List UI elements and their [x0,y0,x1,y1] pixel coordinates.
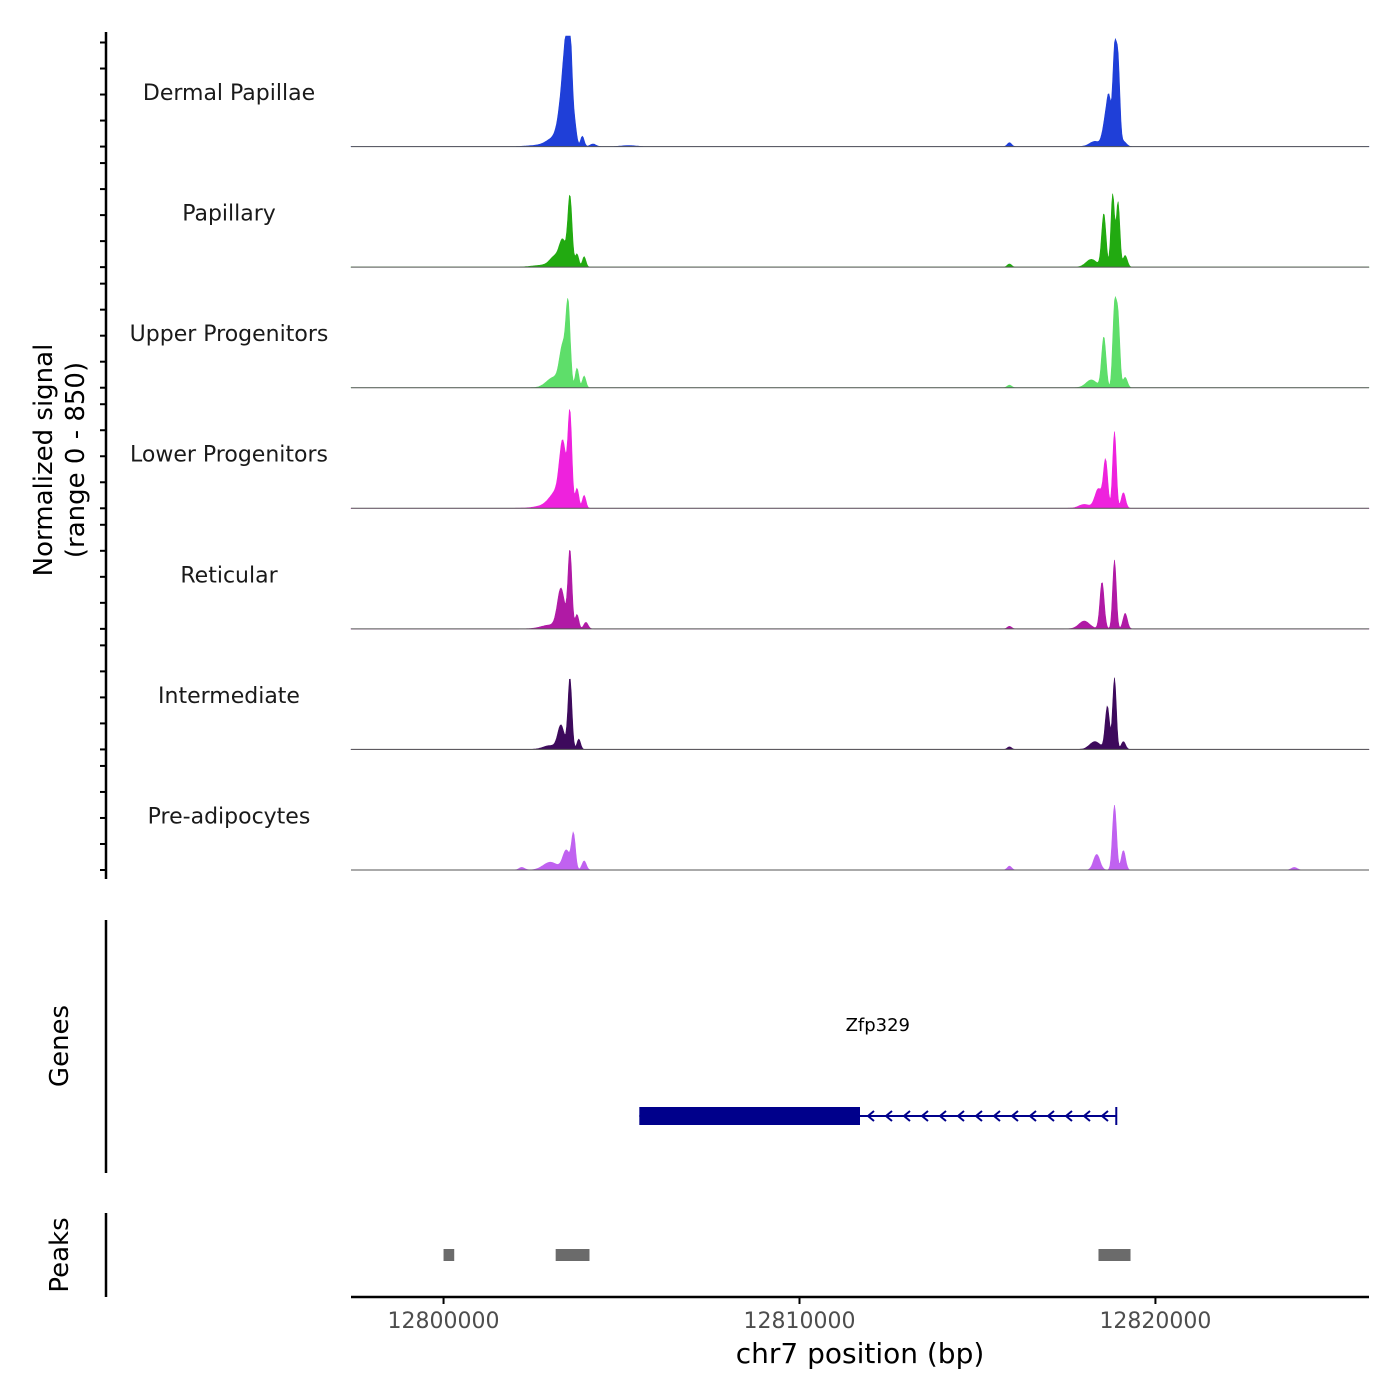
coverage-area-intermediate [350,677,1370,750]
coverage-area-lower-progenitors [350,409,1370,509]
x-tick-label: 12800000 [388,1309,500,1334]
peaks-layer [443,1249,1131,1261]
strand-arrow-icon [938,1110,947,1122]
strand-arrow-icon [956,1110,965,1122]
genes-track-label: Genes [45,1005,75,1087]
gene-exon-block [639,1107,860,1125]
coverage-track-label: Pre-adipocytes [148,804,311,829]
peak-region [443,1249,455,1261]
strand-arrow-icon [902,1110,911,1122]
coverage-track-label: Papillary [182,202,276,227]
coverage-track-intermediate: Intermediate [158,677,1370,750]
x-tick-label: 12810000 [743,1309,855,1334]
coverage-track-label: Upper Progenitors [130,322,329,347]
gene-zfp329: Zfp329 [639,1015,1118,1125]
coverage-track-label: Lower Progenitors [130,443,328,468]
gene-name-label: Zfp329 [846,1015,910,1036]
coverage-y-axis [100,32,108,879]
coverage-track-reticular: Reticular [180,549,1370,630]
coverage-track-dermal-papillae: Dermal Papillae [143,35,1370,148]
strand-arrow-icon [920,1110,929,1122]
strand-arrow-icon [1082,1110,1091,1122]
coverage-track-upper-progenitors: Upper Progenitors [130,295,1370,389]
coverage-track-label: Intermediate [158,684,300,709]
coverage-tracks: Dermal Papillae Papillary Upper Progenitor… [130,35,1370,871]
genes-layer: Zfp329 [639,1015,1118,1125]
x-axis-ticks: 12800000 12810000 12820000 [388,1297,1211,1334]
coverage-track-label: Reticular [180,563,278,588]
strand-arrow-icon [884,1110,893,1122]
strand-arrow-icon [1100,1110,1109,1122]
coverage-ylabel-line2: (range 0 - 850) [61,362,91,558]
peak-region [1098,1249,1131,1261]
coverage-area-pre-adipocytes [351,804,1369,871]
coverage-area-reticular [350,549,1370,630]
x-axis-title: chr7 position (bp) [736,1337,985,1370]
coverage-track-label: Dermal Papillae [143,81,315,106]
strand-arrow-icon [974,1110,983,1122]
strand-arrow-icon [1064,1110,1073,1122]
peaks-track-label: Peaks [45,1217,75,1292]
strand-arrow-icon [1046,1110,1055,1122]
coverage-track-pre-adipocytes: Pre-adipocytes [148,804,1369,871]
coverage-area-papillary [350,193,1370,268]
strand-arrow-icon [866,1110,875,1122]
strand-arrow-icon [1028,1110,1037,1122]
coverage-area-dermal-papillae [350,35,1370,147]
peak-region [555,1249,590,1261]
coverage-track-lower-progenitors: Lower Progenitors [130,409,1370,509]
coverage-area-upper-progenitors [350,295,1370,389]
coverage-ylabel-line1: Normalized signal [29,344,59,577]
coverage-y-title: Normalized signal (range 0 - 850) [29,344,91,577]
strand-arrow-icon [1010,1110,1019,1122]
x-tick-label: 12820000 [1099,1309,1211,1334]
coverage-track-papillary: Papillary [182,193,1370,268]
strand-arrow-icon [992,1110,1001,1122]
